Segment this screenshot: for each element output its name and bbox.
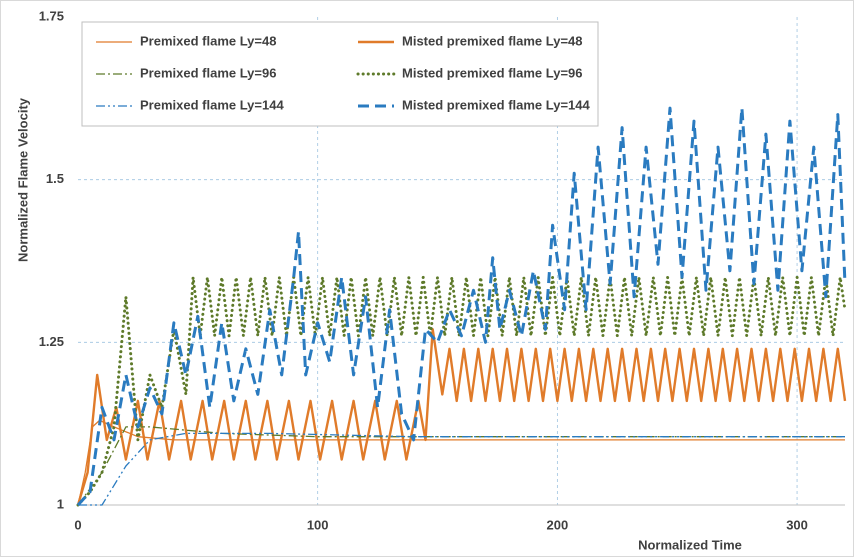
x-tick-label: 0 — [74, 517, 81, 532]
legend: Premixed flame Ly=48 Misted premixed flam… — [81, 21, 599, 127]
y-tick-label: 1 — [57, 496, 64, 511]
x-tick-label: 200 — [547, 517, 569, 532]
legend-label: Misted premixed flame Ly=144 — [402, 97, 591, 112]
legend-box — [81, 21, 599, 127]
series-line — [76, 328, 847, 506]
y-axis-title: Normalized Flame Velocity — [15, 97, 30, 262]
y-tick-label: 1.5 — [46, 171, 64, 186]
y-tick-label: 1.25 — [39, 334, 64, 349]
legend-label: Misted premixed flame Ly=96 — [402, 65, 583, 80]
legend-label: Misted premixed flame Ly=48 — [402, 33, 583, 48]
legend-label: Premixed flame Ly=48 — [140, 33, 276, 48]
x-tick-label: 300 — [786, 517, 808, 532]
series-line — [76, 106, 847, 507]
series-line — [78, 432, 845, 506]
legend-label: Premixed flame Ly=144 — [140, 97, 284, 112]
series-line — [76, 275, 847, 507]
x-axis-title: Normalized Time — [638, 537, 742, 552]
legend-label: Premixed flame Ly=96 — [140, 65, 276, 80]
y-tick-label: 1.75 — [39, 8, 64, 23]
x-tick-label: 100 — [307, 517, 329, 532]
